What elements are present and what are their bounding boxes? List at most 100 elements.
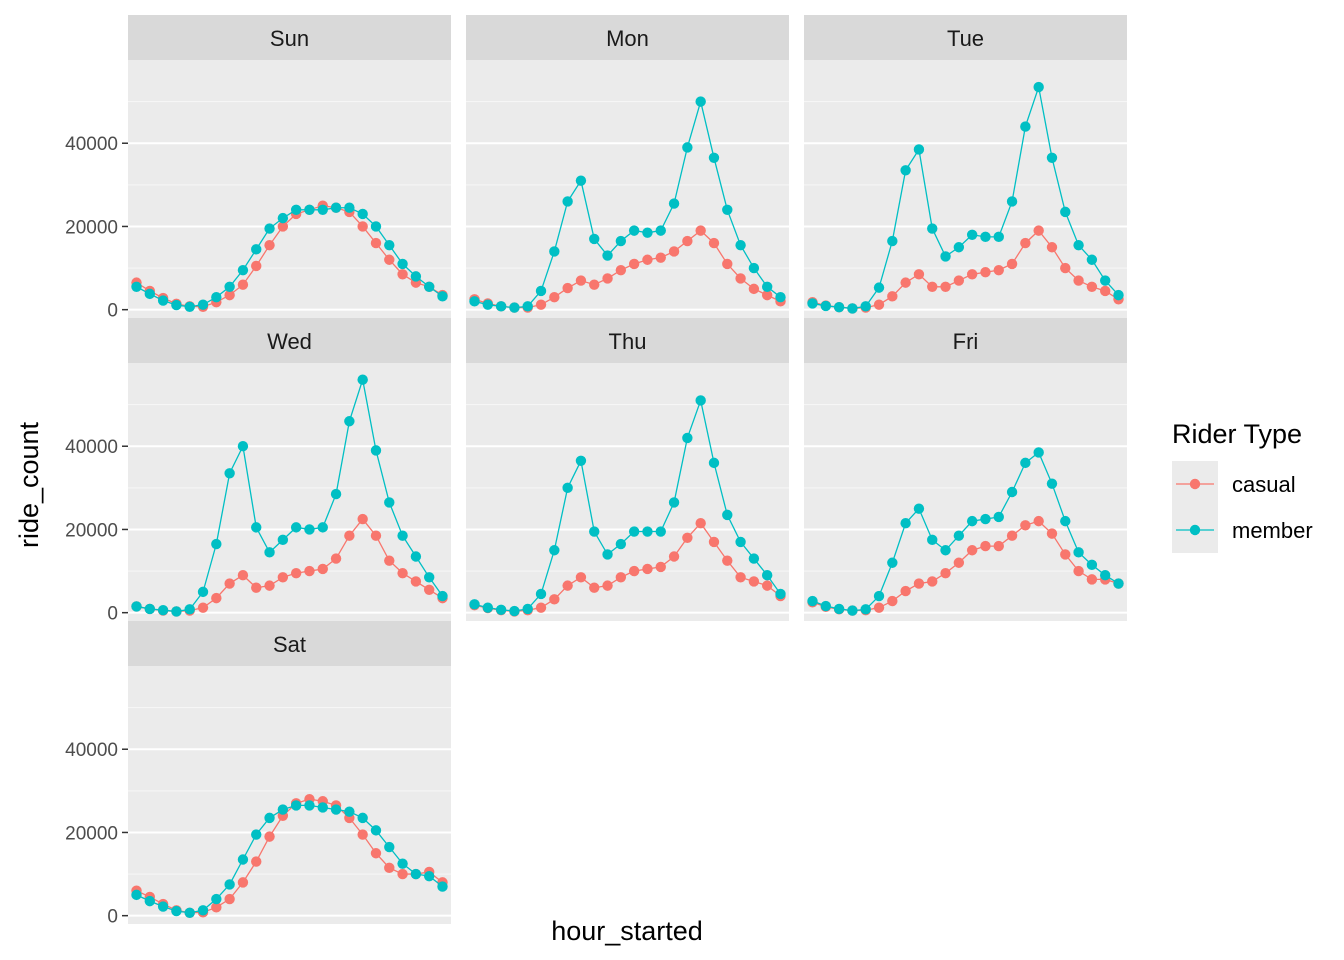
data-point-member	[722, 509, 733, 521]
y-tick-label: 40000	[65, 134, 118, 155]
data-point-casual	[887, 595, 898, 607]
data-point-member	[589, 233, 600, 245]
data-point-member	[682, 432, 693, 444]
data-point-casual	[735, 572, 746, 583]
data-point-casual	[900, 585, 911, 597]
data-point-member	[277, 804, 289, 815]
panel-background	[466, 60, 789, 318]
data-point-member	[860, 604, 871, 615]
data-point-member	[290, 522, 302, 533]
data-point-casual	[224, 578, 235, 589]
data-point-member	[330, 804, 342, 815]
legend-item-member: member	[1172, 507, 1313, 553]
data-point-member	[642, 227, 653, 238]
data-point-casual	[575, 572, 587, 583]
data-point-casual	[535, 602, 547, 613]
data-point-casual	[748, 283, 760, 295]
legend-key-point	[1189, 478, 1201, 490]
series-member	[131, 202, 448, 312]
data-point-member	[615, 235, 627, 247]
facet-mon: Mon	[466, 15, 789, 318]
data-point-member	[522, 301, 533, 312]
facet-strip	[128, 318, 451, 363]
data-point-member	[953, 242, 965, 253]
data-point-member	[602, 250, 613, 261]
data-point-member	[482, 602, 494, 613]
data-point-casual	[197, 602, 209, 613]
data-point-casual	[1086, 574, 1098, 585]
data-point-member	[1006, 486, 1018, 498]
facet-tue: Tue	[804, 15, 1127, 318]
data-point-casual	[927, 576, 938, 587]
data-point-member	[1006, 196, 1018, 207]
data-point-casual	[384, 862, 395, 874]
data-point-member	[602, 549, 613, 560]
data-point-member	[708, 457, 720, 469]
data-point-casual	[535, 299, 547, 310]
data-point-member	[695, 96, 706, 107]
data-point-casual	[615, 264, 627, 276]
data-point-casual	[980, 267, 991, 278]
data-point-member	[157, 295, 169, 306]
data-point-casual	[264, 831, 275, 842]
data-point-member	[509, 605, 520, 617]
data-point-member	[900, 518, 911, 529]
data-point-member	[410, 271, 422, 282]
data-point-member	[873, 282, 885, 293]
data-point-member	[748, 553, 760, 564]
facet-strip-label: Fri	[953, 329, 979, 354]
data-point-member	[940, 545, 951, 556]
data-point-member	[761, 570, 773, 581]
data-point-member	[384, 497, 395, 508]
data-point-member	[642, 526, 653, 537]
data-point-casual	[549, 291, 560, 303]
data-point-member	[410, 551, 422, 562]
y-tick-label: 40000	[65, 437, 118, 458]
data-point-member	[423, 572, 435, 583]
gridlines	[128, 404, 451, 614]
data-point-member	[144, 288, 156, 300]
data-point-member	[535, 285, 547, 297]
data-point-member	[317, 204, 328, 216]
data-point-casual	[1060, 549, 1071, 560]
series-member	[469, 395, 786, 617]
data-point-member	[1020, 457, 1031, 469]
data-point-member	[549, 246, 560, 257]
data-point-casual	[277, 572, 289, 583]
data-point-member	[157, 901, 169, 912]
data-point-casual	[1073, 275, 1084, 286]
data-point-casual	[1099, 285, 1111, 297]
data-point-casual	[1086, 281, 1098, 292]
data-point-member	[171, 606, 182, 617]
data-point-casual	[1046, 528, 1058, 539]
data-point-casual	[384, 254, 395, 265]
facet-thu: Thu	[466, 318, 789, 621]
data-point-member	[211, 291, 222, 303]
data-point-casual	[927, 281, 938, 292]
data-point-casual	[397, 567, 408, 579]
data-point-member	[469, 599, 480, 610]
y-tick-label: 20000	[65, 520, 118, 541]
data-point-casual	[1046, 242, 1058, 253]
data-point-casual	[357, 513, 368, 525]
data-point-casual	[913, 578, 925, 589]
data-point-casual	[873, 299, 885, 310]
data-point-member	[522, 603, 533, 615]
data-point-member	[722, 204, 733, 216]
data-point-member	[1113, 578, 1124, 589]
data-point-member	[1113, 289, 1124, 301]
data-point-member	[562, 482, 573, 494]
data-point-member	[437, 291, 448, 302]
data-point-member	[344, 202, 355, 213]
data-point-member	[775, 291, 786, 303]
x-axis-title: hour_started	[551, 916, 703, 946]
data-point-member	[509, 302, 520, 313]
data-point-member	[761, 281, 773, 292]
data-point-casual	[993, 540, 1004, 552]
gridlines	[128, 707, 451, 917]
data-point-casual	[1006, 258, 1018, 270]
data-point-casual	[655, 561, 666, 573]
data-point-member	[224, 879, 235, 890]
data-point-member	[833, 603, 845, 615]
data-point-member	[495, 301, 507, 312]
